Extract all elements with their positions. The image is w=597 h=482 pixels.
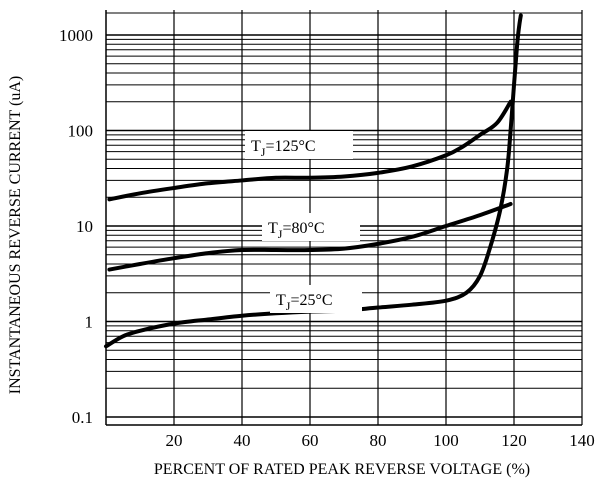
x-tick-label: 80 (370, 431, 387, 450)
curve-label-bg (245, 131, 353, 159)
series-line-1 (107, 201, 513, 272)
curve-label-bg (262, 213, 360, 241)
x-tick-label: 40 (234, 431, 251, 450)
tick-labels: 20 40 60 80 100 120 140 0.1 1 10 100 1000 (59, 26, 595, 450)
y-tick-label: 100 (68, 122, 94, 141)
series-label-2: TJ=25°C (276, 292, 333, 313)
curves (104, 13, 523, 349)
y-tick-label: 10 (76, 217, 93, 236)
series-line-0 (107, 99, 513, 202)
y-axis-label: INSTANTANEOUS REVERSE CURRENT (uA) (7, 76, 24, 394)
x-tick-label: 140 (569, 431, 595, 450)
x-tick-label: 100 (433, 431, 459, 450)
x-tick-label: 60 (302, 431, 319, 450)
curve-label-bg (270, 285, 362, 313)
y-tick-label: 1 (85, 313, 94, 332)
x-tick-label: 20 (166, 431, 183, 450)
series-label-1: TJ=80°C (268, 220, 325, 241)
curve-labels: TJ=125°C TJ=80°C TJ=25°C (245, 131, 362, 313)
x-tick-label: 120 (501, 431, 527, 450)
y-tick-label: 0.1 (72, 408, 93, 427)
x-axis-label: PERCENT OF RATED PEAK REVERSE VOLTAGE (%… (154, 461, 530, 478)
series-label-0: TJ=125°C (251, 138, 316, 159)
y-tick-label: 1000 (59, 26, 93, 45)
series-line-2 (104, 13, 523, 349)
